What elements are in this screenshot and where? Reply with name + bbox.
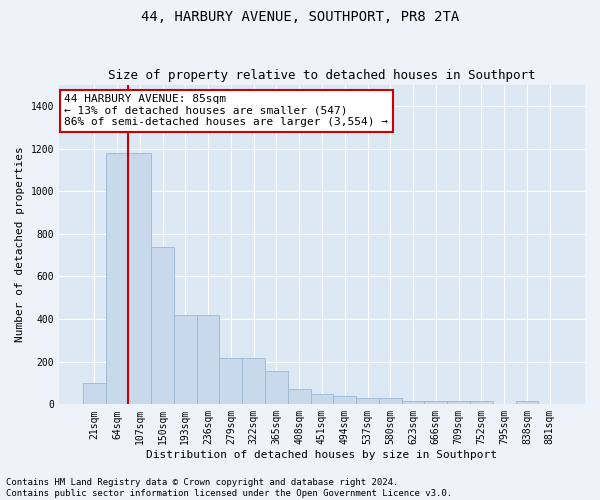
Bar — [515, 401, 538, 404]
X-axis label: Distribution of detached houses by size in Southport: Distribution of detached houses by size … — [146, 450, 497, 460]
Bar — [447, 401, 470, 404]
Bar — [334, 396, 356, 404]
Bar — [356, 398, 379, 404]
Bar — [242, 358, 265, 405]
Bar — [197, 315, 220, 404]
Bar — [401, 401, 424, 404]
Bar — [174, 315, 197, 404]
Bar — [106, 153, 128, 405]
Bar — [151, 246, 174, 404]
Bar — [220, 358, 242, 405]
Text: 44, HARBURY AVENUE, SOUTHPORT, PR8 2TA: 44, HARBURY AVENUE, SOUTHPORT, PR8 2TA — [141, 10, 459, 24]
Bar — [83, 383, 106, 404]
Y-axis label: Number of detached properties: Number of detached properties — [15, 146, 25, 342]
Bar — [424, 401, 447, 404]
Bar — [128, 153, 151, 405]
Bar — [379, 398, 401, 404]
Bar — [311, 394, 334, 404]
Title: Size of property relative to detached houses in Southport: Size of property relative to detached ho… — [108, 69, 536, 82]
Bar — [470, 401, 493, 404]
Bar — [288, 390, 311, 404]
Text: 44 HARBURY AVENUE: 85sqm
← 13% of detached houses are smaller (547)
86% of semi-: 44 HARBURY AVENUE: 85sqm ← 13% of detach… — [64, 94, 388, 128]
Text: Contains HM Land Registry data © Crown copyright and database right 2024.
Contai: Contains HM Land Registry data © Crown c… — [6, 478, 452, 498]
Bar — [265, 372, 288, 404]
